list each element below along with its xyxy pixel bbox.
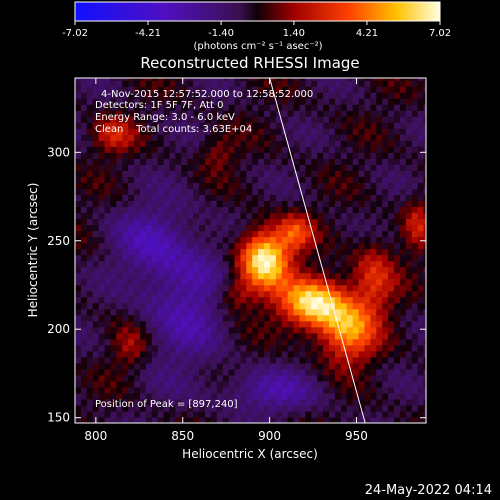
colorbar-tick-label: -7.02 [62,28,88,39]
y-axis-label: Heliocentric Y (arcsec) [26,183,40,318]
annotation-clean: Clean Total counts: 3.63E+04 [95,124,252,135]
colorbar-tick-label: 4.21 [356,28,378,39]
heatmap-image [75,78,426,423]
y-axis: 150 200 250 300 [47,145,426,425]
plot-frame [74,77,427,424]
limb-line [269,78,366,423]
y-tick-label: 150 [47,411,70,425]
annotation-time: 4-Nov-2015 12:57:52.000 to 12:58:52.000 [101,89,313,100]
colorbar-gradient [74,1,441,22]
x-axis-label: Heliocentric X (arcsec) [182,447,318,461]
footer-date: 24-May-2022 04:14 [365,483,492,498]
y-tick-label: 250 [47,234,70,248]
annotations: 4-Nov-2015 12:57:52.000 to 12:58:52.000 … [95,89,313,410]
x-tick-label: 950 [345,429,368,443]
chart-title: Reconstructed RHESSI Image [140,54,359,72]
colorbar-tick-label: -1.40 [208,28,234,39]
colorbar-tick-label: -4.21 [135,28,161,39]
colorbar-tick-label: 1.40 [283,28,305,39]
colorbar: -7.02 -4.21 -1.40 1.40 4.21 7.02 (photons cm⁻… [62,1,451,52]
colorbar-tick-label: 7.02 [429,28,451,39]
y-tick-label: 300 [47,145,70,159]
y-tick-label: 200 [47,322,70,336]
x-tick-label: 900 [258,429,281,443]
x-axis: 800 850 900 950 [84,78,368,443]
x-tick-label: 850 [171,429,194,443]
colorbar-unit-label: (photons cm⁻² s⁻¹ asec⁻²) [193,41,322,52]
annotation-energy: Energy Range: 3.0 - 6.0 keV [95,112,235,123]
annotation-detectors: Detectors: 1F 5F 7F, Att 0 [95,100,223,111]
annotation-peak: Position of Peak = [897,240] [95,399,238,410]
x-tick-label: 800 [84,429,107,443]
